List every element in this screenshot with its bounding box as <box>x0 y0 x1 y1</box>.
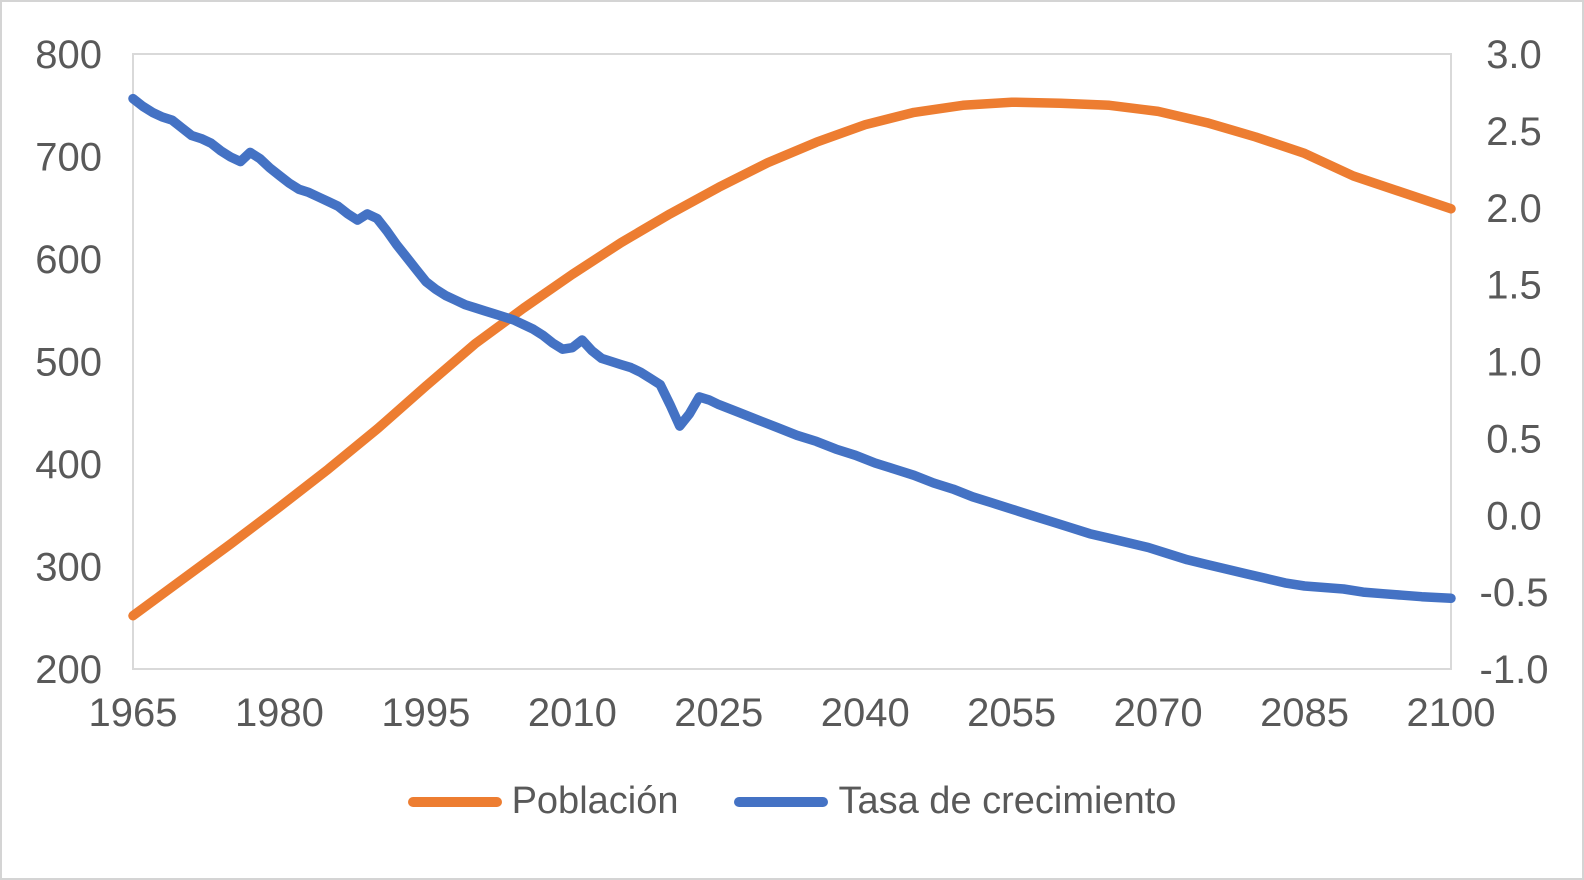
y-right-tick-label: 3.0 <box>1486 33 1542 77</box>
y-left-tick-label: 600 <box>35 238 102 282</box>
legend-item-poblacion: Población <box>407 780 679 823</box>
y-right-tick-label: 1.5 <box>1486 264 1542 308</box>
tasa-de-crecimiento-line <box>128 93 1456 604</box>
y-left-tick-label: 800 <box>35 33 102 77</box>
x-tick-label: 2070 <box>1114 691 1203 735</box>
tasa-line-swatch <box>734 796 829 807</box>
y-right-tick-label: -0.5 <box>1480 571 1549 615</box>
x-tick-label: 2055 <box>967 691 1056 735</box>
y-right-tick-label: 2.5 <box>1486 110 1542 154</box>
chart-legend: Población Tasa de crecimiento <box>2 780 1582 823</box>
poblacion-legend-label: Población <box>511 780 679 822</box>
x-tick-label: 2085 <box>1260 691 1349 735</box>
y-right-tick-label: 0.0 <box>1486 494 1542 538</box>
x-tick-label: 1965 <box>89 691 178 735</box>
y-right-tick-label: 2.0 <box>1486 187 1542 231</box>
y-left-tick-label: 400 <box>35 443 102 487</box>
y-right-tick-label: 0.5 <box>1486 417 1542 461</box>
y-right-tick-label: 1.0 <box>1486 341 1542 385</box>
y-left-tick-label: 500 <box>35 341 102 385</box>
y-right-tick-label: -1.0 <box>1480 648 1549 692</box>
x-tick-label: 2040 <box>821 691 910 735</box>
x-tick-label: 2025 <box>674 691 763 735</box>
x-tick-label: 1980 <box>235 691 324 735</box>
y-left-tick-label: 700 <box>35 136 102 180</box>
plot-border <box>132 53 1452 670</box>
y-left-tick-label: 200 <box>35 648 102 692</box>
x-tick-label: 2010 <box>528 691 617 735</box>
x-tick-label: 1995 <box>381 691 470 735</box>
poblacion-line <box>128 97 1456 621</box>
poblacion-line-swatch <box>407 796 502 807</box>
tasa-legend-label: Tasa de crecimiento <box>838 780 1177 822</box>
legend-item-tasa: Tasa de crecimiento <box>734 780 1176 823</box>
y-left-tick-label: 300 <box>35 546 102 590</box>
x-tick-label: 2100 <box>1407 691 1496 735</box>
